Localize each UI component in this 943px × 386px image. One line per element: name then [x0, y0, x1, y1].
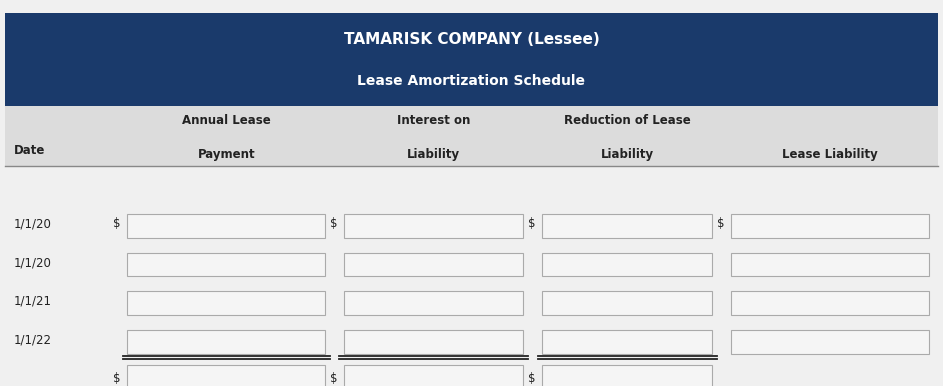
FancyBboxPatch shape: [344, 330, 523, 354]
Text: TAMARISK COMPANY (Lessee): TAMARISK COMPANY (Lessee): [343, 32, 600, 47]
FancyBboxPatch shape: [127, 330, 325, 354]
FancyBboxPatch shape: [344, 365, 523, 386]
Text: Reduction of Lease: Reduction of Lease: [564, 114, 690, 127]
FancyBboxPatch shape: [127, 365, 325, 386]
FancyBboxPatch shape: [542, 330, 712, 354]
FancyBboxPatch shape: [731, 214, 929, 237]
FancyBboxPatch shape: [542, 365, 712, 386]
Text: Liability: Liability: [407, 148, 460, 161]
Text: Interest on: Interest on: [397, 114, 471, 127]
FancyBboxPatch shape: [127, 214, 325, 237]
Text: Liability: Liability: [601, 148, 653, 161]
Text: 1/1/20: 1/1/20: [14, 217, 52, 230]
Text: Lease Amortization Schedule: Lease Amortization Schedule: [357, 74, 586, 88]
FancyBboxPatch shape: [344, 253, 523, 276]
Text: $: $: [113, 217, 121, 230]
FancyBboxPatch shape: [127, 253, 325, 276]
Text: 1/1/22: 1/1/22: [14, 334, 52, 346]
Text: $: $: [528, 217, 536, 230]
Text: Lease Liability: Lease Liability: [782, 148, 878, 161]
FancyBboxPatch shape: [542, 291, 712, 315]
FancyBboxPatch shape: [344, 291, 523, 315]
FancyBboxPatch shape: [542, 253, 712, 276]
FancyBboxPatch shape: [5, 13, 938, 106]
Text: $: $: [330, 217, 338, 230]
FancyBboxPatch shape: [542, 214, 712, 237]
FancyBboxPatch shape: [127, 291, 325, 315]
Text: 1/1/21: 1/1/21: [14, 295, 52, 308]
FancyBboxPatch shape: [731, 253, 929, 276]
Text: Date: Date: [14, 144, 45, 157]
Text: Annual Lease: Annual Lease: [182, 114, 271, 127]
FancyBboxPatch shape: [5, 106, 938, 166]
FancyBboxPatch shape: [344, 214, 523, 237]
Text: $: $: [113, 372, 121, 385]
Text: $: $: [717, 217, 724, 230]
Text: $: $: [330, 372, 338, 385]
Text: 1/1/20: 1/1/20: [14, 256, 52, 269]
Text: Payment: Payment: [197, 148, 256, 161]
FancyBboxPatch shape: [731, 291, 929, 315]
FancyBboxPatch shape: [731, 330, 929, 354]
Text: $: $: [528, 372, 536, 385]
